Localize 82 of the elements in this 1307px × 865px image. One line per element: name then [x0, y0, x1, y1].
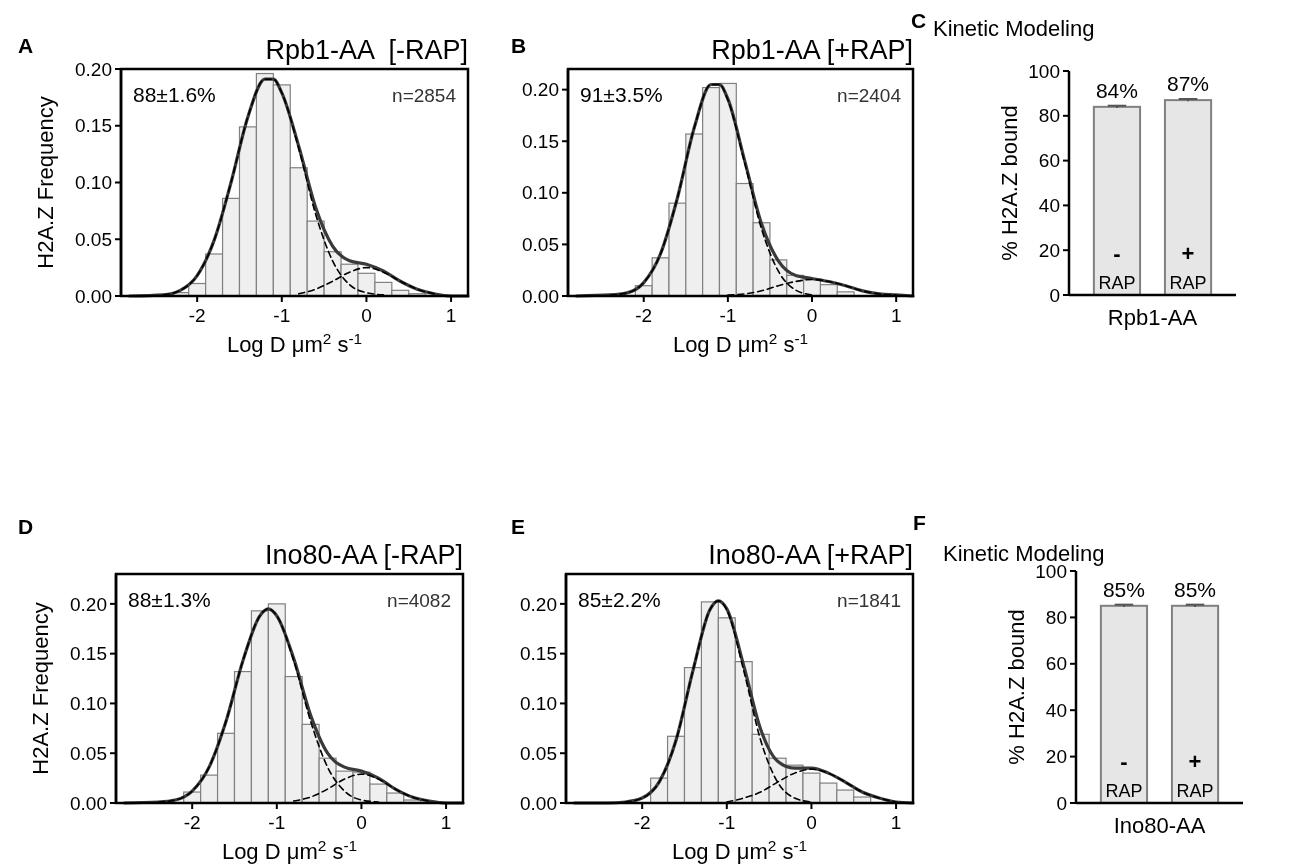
annotation: n=2404 — [837, 85, 902, 106]
y-tick-label: 0.20 — [75, 58, 112, 80]
y-tick-label: 0.00 — [75, 285, 112, 307]
y-tick-label: 60 — [1045, 653, 1067, 675]
y-axis-title: % H2A.Z bound — [1004, 609, 1029, 765]
text: F — [913, 511, 926, 534]
y-tick-label: 0.20 — [520, 593, 557, 615]
y-tick-label: 0.10 — [522, 182, 559, 204]
chart-title: Ino80-AA [+RAP] — [708, 540, 913, 570]
y-axis-title: H2A.Z Frequency — [28, 602, 53, 775]
x-tick-label: -2 — [633, 812, 651, 833]
y-tick-label: 0.15 — [75, 115, 112, 137]
x-tick-label: -2 — [635, 305, 653, 326]
x-tick-label: 1 — [890, 812, 902, 833]
annotation: n=2854 — [392, 85, 457, 106]
x-tick-label: - RAP — [1098, 241, 1136, 293]
data-label: 87% — [1167, 72, 1210, 95]
y-tick-label: 80 — [1038, 105, 1060, 127]
annotation: 85±2.2% — [578, 588, 661, 611]
text: D — [18, 515, 34, 538]
x-tick-label: -1 — [273, 305, 291, 326]
y-tick-label: 0.20 — [522, 79, 559, 101]
annotation: 88±1.3% — [128, 588, 211, 611]
x-axis-title: Rpb1-AA — [1107, 305, 1198, 330]
y-tick-label: 0.15 — [522, 130, 559, 152]
x-tick-label: - RAP — [1105, 749, 1143, 801]
x-tick-label: 1 — [440, 812, 452, 833]
x-tick-label: -2 — [188, 305, 206, 326]
data-label: 85% — [1174, 577, 1217, 601]
y-tick-label: 0.05 — [522, 234, 559, 256]
x-tick-label: 0 — [806, 305, 818, 326]
chart-title: Rpb1-AA [-RAP] — [265, 35, 468, 65]
y-tick-label: 0.15 — [70, 643, 107, 665]
y-tick-label: 60 — [1038, 150, 1060, 172]
x-tick-label: 0 — [356, 812, 367, 833]
y-axis-title: % H2A.Z bound — [997, 105, 1022, 261]
annotation: n=4082 — [387, 590, 451, 611]
x-tick-label: 1 — [890, 305, 902, 326]
x-tick-label: -1 — [268, 812, 286, 833]
x-axis-title: Log D μm$^{2}$ s$^{-1}$ — [221, 836, 358, 864]
y-tick-label: 0.05 — [520, 742, 557, 764]
y-tick-label: 80 — [1045, 607, 1067, 629]
y-tick-label: 0.00 — [70, 792, 107, 814]
y-tick-label: 0.00 — [522, 285, 559, 307]
y-tick-label: 0.10 — [70, 693, 107, 715]
x-tick-label: + RAP — [1169, 241, 1207, 293]
chart-title: Ino80-AA [-RAP] — [264, 540, 463, 570]
y-tick-label: 0.15 — [520, 643, 557, 665]
y-tick-label: 0.05 — [70, 742, 107, 764]
text: E — [511, 515, 526, 538]
y-tick-label: 0.20 — [70, 593, 107, 615]
text: C — [911, 9, 927, 32]
y-tick-label: 40 — [1045, 699, 1067, 721]
x-tick-label: 0 — [806, 812, 817, 833]
text: A — [18, 34, 34, 57]
data-label: 84% — [1095, 78, 1138, 102]
data-label: 85% — [1102, 577, 1145, 601]
y-tick-label: 0.10 — [75, 172, 112, 194]
y-tick-label: 20 — [1038, 239, 1060, 261]
x-tick-label: + RAP — [1176, 749, 1214, 801]
x-axis-title: Log D μm$^{2}$ s$^{-1}$ — [671, 836, 808, 864]
x-tick-label: -1 — [718, 812, 736, 833]
y-tick-label: 40 — [1038, 195, 1060, 217]
chart-title: Kinetic Modeling — [933, 16, 1095, 41]
y-tick-label: 100 — [1028, 60, 1060, 82]
x-axis-title: Log D μm$^{2}$ s$^{-1}$ — [672, 329, 809, 357]
chart-title: Rpb1-AA [+RAP] — [711, 35, 913, 65]
y-tick-label: 0.05 — [75, 228, 112, 250]
y-tick-label: 0.00 — [520, 792, 557, 814]
x-tick-label: -2 — [183, 812, 201, 833]
y-axis-title: H2A.Z Frequency — [33, 96, 58, 269]
text: B — [511, 34, 527, 57]
y-tick-label: 20 — [1045, 746, 1067, 768]
x-tick-label: -1 — [719, 305, 737, 326]
x-tick-label: 0 — [361, 305, 372, 326]
annotation: n=1841 — [837, 590, 901, 611]
annotation: 88±1.6% — [133, 83, 216, 106]
annotation: 91±3.5% — [580, 83, 663, 106]
y-tick-label: 0.10 — [520, 693, 557, 715]
x-tick-label: 1 — [445, 305, 457, 326]
x-axis-title: Ino80-AA — [1113, 813, 1206, 838]
x-axis-title: Log D μm$^{2}$ s$^{-1}$ — [226, 329, 363, 357]
